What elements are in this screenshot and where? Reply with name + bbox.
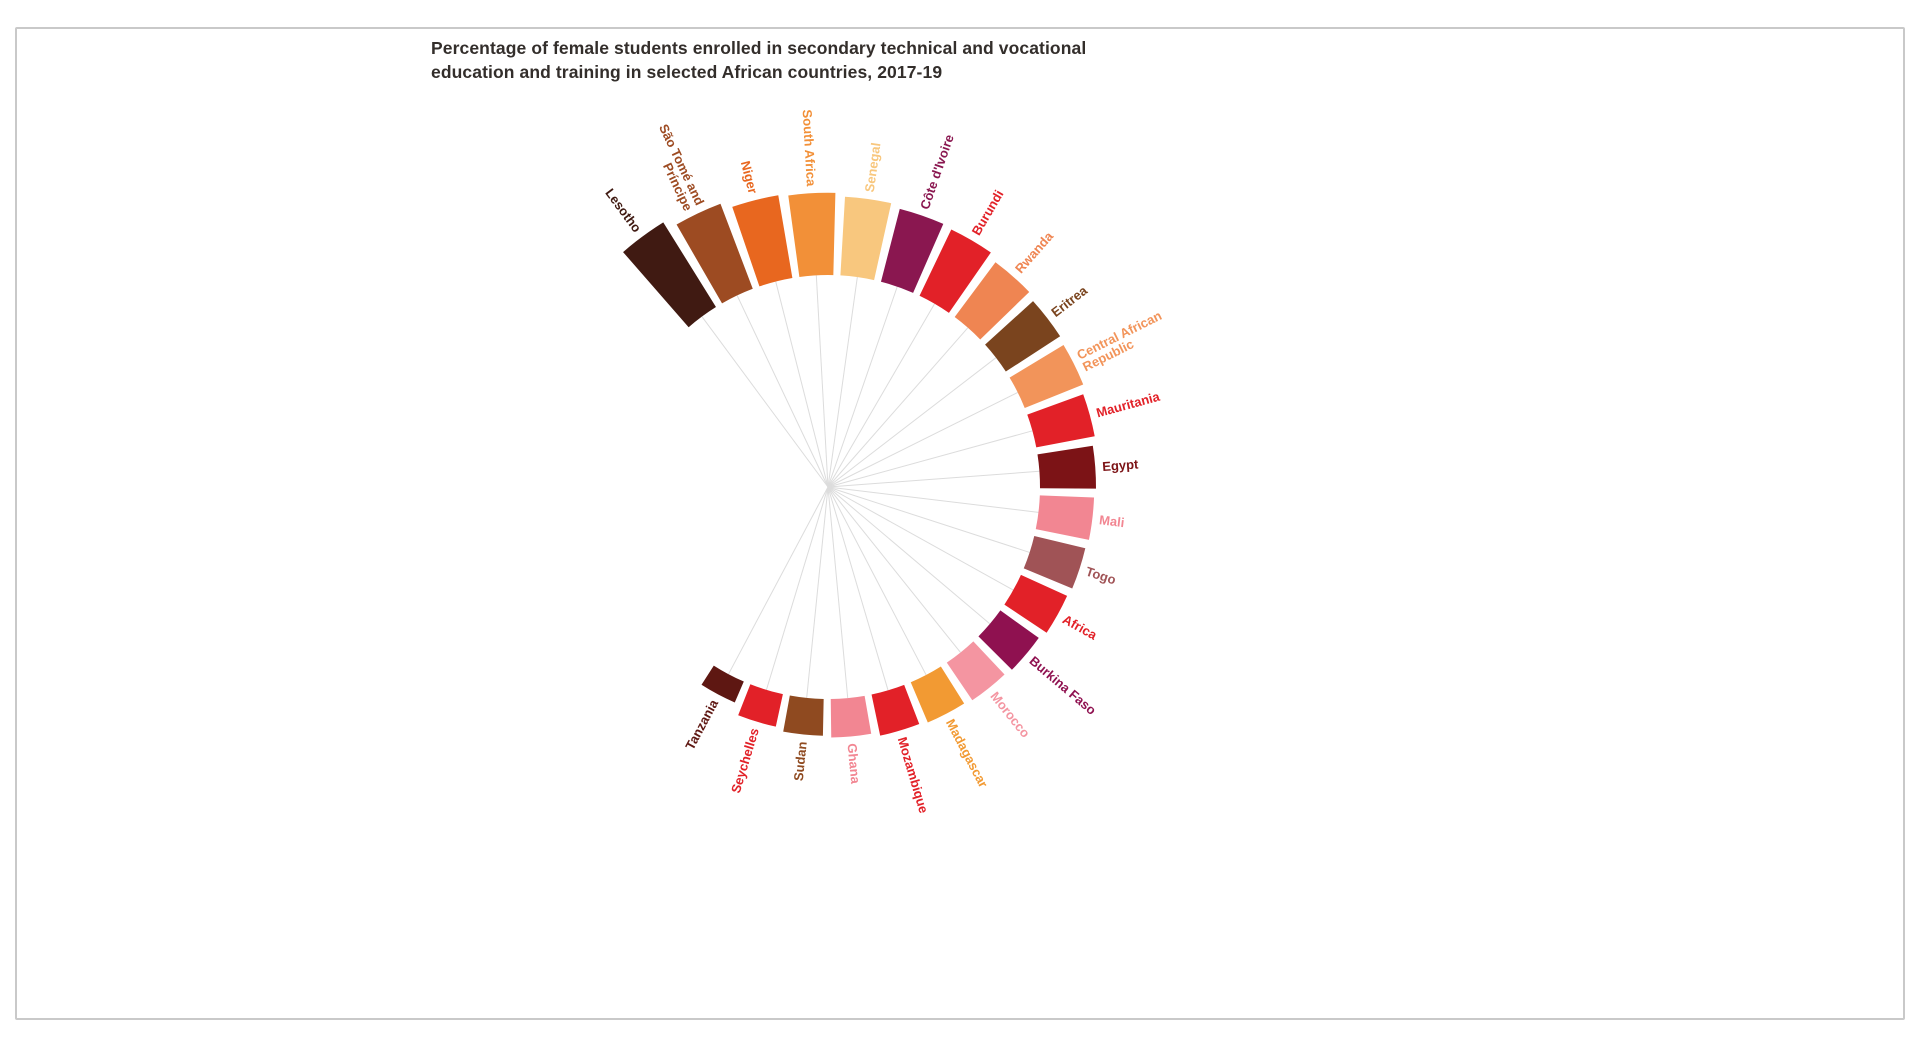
bar-label: São Tomé andPríncipe (644, 122, 707, 213)
bar-label: Côte d'Ivoire (917, 133, 957, 212)
bar-label: Egypt (1102, 456, 1140, 474)
bar-label: Eritrea (1048, 282, 1090, 319)
bar (1004, 574, 1068, 633)
bar (919, 229, 991, 313)
bar-label: South Africa (800, 109, 819, 187)
bar-label: Tanzania (682, 696, 721, 752)
bar-label: Morocco (987, 689, 1033, 741)
bar (910, 666, 965, 723)
spoke-line (827, 286, 898, 488)
bar-label: Niger (738, 159, 761, 195)
bar-label: Togo (1084, 564, 1118, 588)
bar-label: Lesotho (602, 186, 644, 236)
bar-label: Mali (1098, 512, 1125, 530)
spoke-line (827, 276, 858, 488)
bar-label: Madagascar (943, 716, 991, 790)
bar (985, 301, 1061, 372)
bar (1009, 345, 1084, 408)
bar (871, 684, 920, 736)
canvas-border (15, 27, 1905, 1020)
spoke-line (701, 316, 829, 488)
bar-label: Burundi (969, 187, 1007, 238)
spoke-line (827, 486, 961, 653)
bar-label: Mozambique (895, 735, 932, 815)
bar-label: Mauritania (1095, 389, 1162, 421)
bar (701, 665, 744, 703)
bar-label: Seychelles (728, 726, 762, 795)
bar (1027, 394, 1095, 448)
bar (788, 192, 836, 277)
spoke-line (806, 486, 829, 698)
bar-label: Sudan (791, 741, 810, 782)
bar-label: Africa (1060, 612, 1100, 643)
chart-title: Percentage of female students enrolled i… (431, 38, 1087, 82)
bar-label: Rwanda (1012, 228, 1057, 276)
bar (738, 684, 783, 727)
bar (1023, 536, 1086, 589)
spoke-line (827, 486, 889, 691)
bar (732, 195, 793, 287)
bar (978, 610, 1039, 670)
spoke-line (827, 486, 1039, 513)
bar-label: Senegal (862, 142, 884, 193)
spoke-line (728, 486, 829, 675)
spoke-line (827, 486, 1014, 591)
spoke-line (827, 392, 1018, 488)
bar (946, 641, 1005, 701)
spoke-line (736, 295, 829, 488)
spoke-line (827, 486, 927, 676)
bar (783, 695, 824, 736)
bar (954, 262, 1030, 340)
spoke-line (815, 275, 829, 488)
bar (1037, 445, 1096, 489)
bar (830, 695, 872, 738)
spoke-line (827, 486, 849, 699)
spoke-line (827, 430, 1033, 488)
spoke-line (827, 357, 997, 488)
spoke-line (775, 281, 829, 488)
spoke-line (827, 470, 1040, 488)
bar (1035, 495, 1095, 540)
spoke-line (827, 486, 1030, 553)
spoke-line (827, 327, 969, 488)
bar (880, 208, 944, 293)
bar-label: Burkina Faso (1027, 653, 1100, 718)
bar-label: Central AfricanRepublic (1074, 308, 1170, 374)
spoke-line (827, 486, 991, 625)
spoke-line (827, 303, 936, 488)
bar (623, 222, 716, 328)
bar-label: Ghana (845, 743, 864, 785)
bar (840, 196, 892, 281)
spoke-line (765, 486, 829, 691)
bar (676, 203, 753, 304)
